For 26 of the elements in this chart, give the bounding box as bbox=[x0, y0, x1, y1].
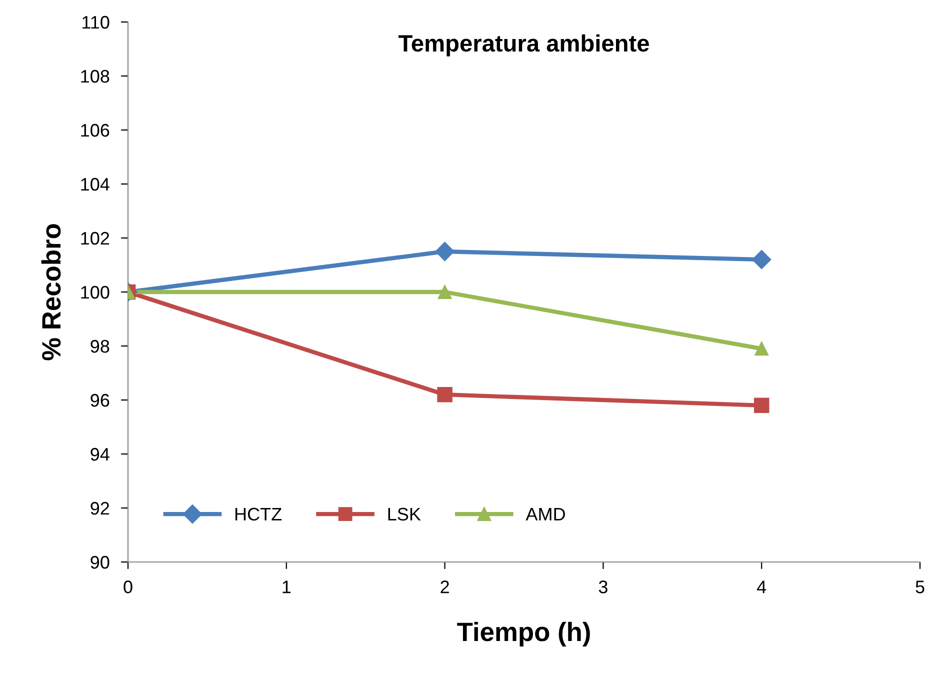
legend-label: HCTZ bbox=[235, 508, 282, 521]
y-tick-label: 94 bbox=[90, 448, 110, 461]
y-tick-label: 108 bbox=[81, 70, 110, 83]
legend-label: LSK bbox=[388, 508, 421, 521]
y-tick-label: 106 bbox=[81, 124, 110, 137]
y-tick-label: 90 bbox=[90, 556, 110, 569]
chart-title: Temperatura ambiente bbox=[398, 34, 649, 56]
y-tick-label: 104 bbox=[81, 178, 110, 191]
x-tick-label: 1 bbox=[282, 580, 291, 594]
x-tick-label: 2 bbox=[440, 580, 449, 594]
y-tick-label: 92 bbox=[90, 502, 110, 515]
y-tick-label: 110 bbox=[82, 16, 110, 29]
y-tick-label: 102 bbox=[81, 232, 110, 245]
legend-label: AMD bbox=[526, 508, 565, 520]
point bbox=[754, 342, 769, 356]
x-tick-label: 4 bbox=[756, 580, 766, 594]
y-tick-label: 96 bbox=[90, 394, 110, 407]
y-axis-title: % Recobro bbox=[41, 224, 61, 360]
x-axis-title: Tiempo (h) bbox=[457, 622, 590, 646]
y-tick-label: 98 bbox=[90, 340, 110, 353]
x-tick-label: 0 bbox=[124, 580, 132, 594]
y-tick-label: 100 bbox=[81, 286, 110, 299]
point bbox=[754, 398, 770, 414]
x-tick-label: 3 bbox=[598, 580, 608, 594]
point bbox=[752, 250, 772, 270]
x-tick-label: 5 bbox=[916, 580, 924, 594]
